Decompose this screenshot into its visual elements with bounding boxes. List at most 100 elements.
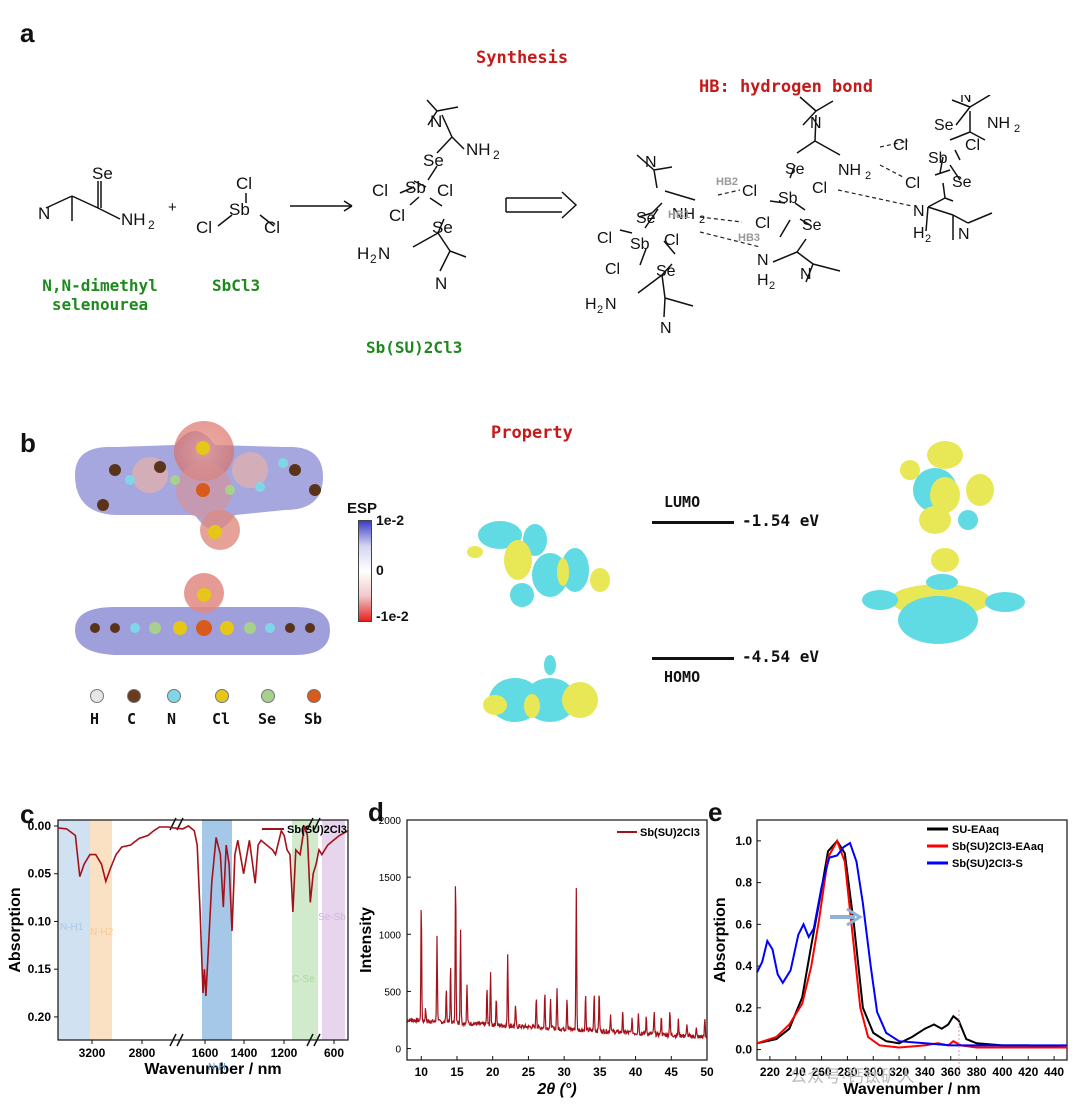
- band-n-h1: [58, 820, 90, 1040]
- panel-b-letter: b: [20, 428, 36, 458]
- svg-text:N: N: [645, 154, 657, 171]
- svg-text:Sb: Sb: [405, 178, 426, 197]
- atom-swatch-n: [167, 689, 181, 703]
- panel-b-title: Property: [491, 423, 573, 443]
- svg-text:Cl: Cl: [389, 206, 405, 225]
- band-label-c-se: C-Se: [292, 974, 315, 985]
- svg-text:NH: NH: [466, 140, 491, 159]
- band-se-sb: [322, 820, 345, 1040]
- svg-text:N: N: [430, 112, 442, 131]
- x-axis-title: 2θ (°): [536, 1081, 576, 1098]
- plot-frame: [756, 819, 1068, 1061]
- y-tick-label: 0.20: [28, 1010, 52, 1024]
- x-tick-label: 240: [786, 1065, 806, 1079]
- svg-text:Cl: Cl: [812, 180, 827, 197]
- x-tick-label: 25: [522, 1065, 536, 1079]
- svg-text:NH: NH: [838, 162, 861, 179]
- y-tick-label: 0.00: [28, 819, 52, 833]
- atom-label-c: C: [127, 710, 137, 728]
- hb1-label: HB1: [668, 209, 690, 221]
- legend-label-sb-su-2cl3-eaaq: Sb(SU)2Cl3-EAaq: [952, 841, 1044, 853]
- svg-text:Sb: Sb: [229, 200, 250, 219]
- svg-text:N: N: [605, 296, 617, 313]
- reactant2-label: SbCl3: [212, 276, 261, 295]
- band-label-n-h1: N-H1: [60, 922, 84, 933]
- product-label: Sb(SU)2Cl3: [366, 338, 463, 357]
- atom-swatch-sb: [307, 689, 321, 703]
- svg-text:N: N: [378, 244, 390, 263]
- plot-frame: [406, 819, 708, 1061]
- series-line-xrd: [406, 886, 708, 1040]
- y-tick-label: 1500: [379, 873, 402, 884]
- legend-label-sb-su-2cl3-s: Sb(SU)2Cl3-S: [952, 858, 1023, 870]
- svg-text:NH: NH: [121, 210, 146, 229]
- band-n-h2: [90, 820, 112, 1040]
- x-tick-label: 360: [941, 1065, 961, 1079]
- x-tick-label: 2800: [129, 1046, 156, 1060]
- svg-text:2: 2: [597, 304, 603, 316]
- homo-label: HOMO: [664, 668, 701, 686]
- svg-text:Se: Se: [636, 210, 656, 227]
- esp-tick-zero: 0: [376, 562, 384, 578]
- x-tick-label: 1600: [192, 1046, 219, 1060]
- svg-text:2: 2: [925, 233, 931, 245]
- svg-text:Cl: Cl: [372, 181, 388, 200]
- atom-swatch-cl: [215, 689, 229, 703]
- panel-a-title: Synthesis: [476, 48, 569, 68]
- y-tick-label: 0.4: [735, 959, 752, 973]
- esp-title: ESP: [347, 500, 378, 517]
- atom-swatch-se: [261, 689, 275, 703]
- shift-arrow-head: [846, 907, 863, 927]
- lumo-level-line: [652, 521, 734, 524]
- svg-text:Se: Se: [934, 117, 954, 134]
- svg-text:N: N: [960, 95, 972, 106]
- y-tick-label: 1.0: [735, 834, 752, 848]
- svg-text:N: N: [435, 274, 447, 293]
- x-tick-label: 420: [1018, 1065, 1038, 1079]
- orbital-plots-right: [862, 441, 1025, 644]
- svg-text:Cl: Cl: [597, 230, 612, 247]
- homo-level-line: [652, 657, 734, 660]
- svg-text:H: H: [357, 244, 369, 263]
- y-tick-label: 500: [384, 987, 401, 998]
- svg-text:+: +: [168, 199, 177, 216]
- atom-label-h: H: [90, 710, 100, 728]
- esp-colorbar: [358, 520, 372, 622]
- hb2-label: HB2: [716, 176, 738, 188]
- esp-tick-max: 1e-2: [376, 512, 405, 528]
- watermark: 公众号·钙钛矿人: [790, 1067, 915, 1086]
- svg-text:2: 2: [493, 148, 500, 162]
- y-axis-title: Absorption: [712, 897, 729, 982]
- hb-note: HB: hydrogen bond: [699, 77, 873, 97]
- x-axis-title: Wavenumber / nm: [843, 1081, 980, 1098]
- svg-text:Se: Se: [92, 164, 113, 183]
- legend-label-c: Sb(SU)2Cl3: [287, 824, 347, 836]
- x-tick-label: 10: [415, 1065, 429, 1079]
- x-tick-label: 30: [557, 1065, 571, 1079]
- svg-text:N: N: [38, 204, 50, 223]
- x-tick-label: 280: [837, 1065, 857, 1079]
- x-tick-label: 220: [760, 1065, 780, 1079]
- x-tick-label: 260: [812, 1065, 832, 1079]
- svg-text:Cl: Cl: [905, 175, 920, 192]
- svg-text:2: 2: [1014, 123, 1020, 135]
- series-line-sb-su2-cl3: [57, 825, 349, 996]
- x-axis-title: Wavenumber / nm: [144, 1061, 281, 1078]
- y-tick-label: 0.05: [28, 867, 52, 881]
- svg-text:Cl: Cl: [264, 218, 280, 237]
- x-tick-label: 20: [486, 1065, 500, 1079]
- y-tick-label: 0: [395, 1045, 401, 1056]
- y-tick-label: 0.0: [735, 1043, 752, 1057]
- svg-text:NH: NH: [987, 115, 1010, 132]
- x-tick-label: 440: [1044, 1065, 1064, 1079]
- svg-text:N: N: [913, 203, 925, 220]
- svg-text:Se: Se: [802, 217, 822, 234]
- series-line-sb-su-2cl3-s: [756, 841, 1067, 1047]
- esp-surfaces: [75, 421, 330, 655]
- y-tick-label: 2000: [379, 816, 402, 827]
- svg-text:N: N: [757, 252, 769, 269]
- reactant1-label: N,N-dimethyl selenourea: [42, 276, 158, 314]
- x-tick-label: 3200: [79, 1046, 106, 1060]
- y-axis-title: Intensity: [358, 907, 375, 973]
- x-tick-label: 40: [629, 1065, 643, 1079]
